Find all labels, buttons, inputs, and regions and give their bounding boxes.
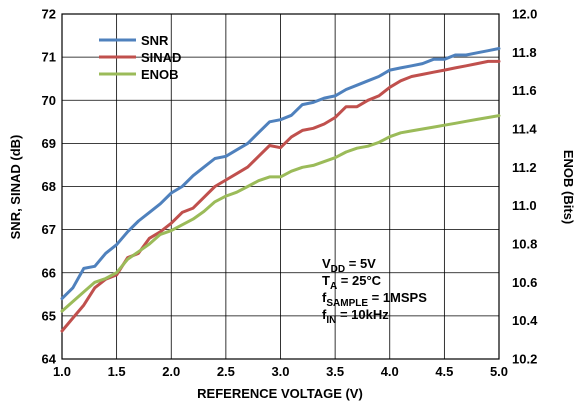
y-axis-left-ticks: 64 65 66 67 68 69 70 71 72 xyxy=(42,7,57,367)
legend-label-enob: ENOB xyxy=(141,67,179,82)
x-axis-ticks: 1.0 1.5 2.0 2.5 3.0 3.5 4.0 4.5 5.0 xyxy=(53,364,508,379)
y-right-tick-label: 11.2 xyxy=(512,160,537,175)
y-axis-right-ticks: 10.2 10.4 10.6 10.8 11.0 11.2 11.4 11.6 11.8 12.0 xyxy=(512,7,538,367)
plot-frame xyxy=(61,13,500,360)
legend-label-sinad: SINAD xyxy=(141,50,181,65)
y-right-tick-label: 10.4 xyxy=(512,313,538,328)
y-left-tick-label: 71 xyxy=(42,50,56,65)
y-right-tick-label: 12.0 xyxy=(512,7,537,22)
x-tick-label: 3.5 xyxy=(326,364,344,379)
y-axis-right-title: ENOB (Bits) xyxy=(561,150,576,224)
y-right-tick-label: 11.0 xyxy=(512,198,537,213)
y-left-tick-label: 64 xyxy=(42,352,57,367)
y-right-tick-label: 10.6 xyxy=(512,275,537,290)
y-left-tick-label: 69 xyxy=(42,136,56,151)
y-left-tick-label: 70 xyxy=(42,93,56,108)
grid xyxy=(62,14,499,359)
condition-line: TA = 25°C xyxy=(322,273,382,292)
x-tick-label: 2.5 xyxy=(217,364,235,379)
series-line-enob xyxy=(60,114,501,313)
series-line-snr xyxy=(60,47,501,301)
y-right-tick-label: 10.8 xyxy=(512,237,537,252)
x-tick-label: 2.0 xyxy=(162,364,180,379)
y-right-tick-label: 11.4 xyxy=(512,122,537,137)
x-tick-label: 5.0 xyxy=(490,364,508,379)
y-left-tick-label: 72 xyxy=(42,7,56,22)
y-axis-left-title: SNR, SINAD (dB) xyxy=(8,135,23,240)
y-left-tick-label: 68 xyxy=(42,179,56,194)
x-axis-title: REFERENCE VOLTAGE (V) xyxy=(197,386,363,401)
x-tick-label: 4.5 xyxy=(435,364,453,379)
condition-line: fSAMPLE = 1MSPS xyxy=(322,290,427,309)
y-left-tick-label: 66 xyxy=(42,265,56,280)
y-right-tick-label: 11.6 xyxy=(512,83,537,98)
condition-line: fIN = 10kHz xyxy=(322,307,389,326)
series-lines xyxy=(60,47,501,333)
condition-line: VDD = 5V xyxy=(322,256,376,275)
y-right-tick-label: 11.8 xyxy=(512,45,537,60)
legend-label-snr: SNR xyxy=(141,33,169,48)
y-right-tick-label: 10.2 xyxy=(512,352,537,367)
y-left-tick-label: 67 xyxy=(42,222,56,237)
y-left-tick-label: 65 xyxy=(42,308,56,323)
legend: SNR SINAD ENOB xyxy=(99,33,181,82)
x-tick-label: 1.5 xyxy=(108,364,126,379)
x-tick-label: 4.0 xyxy=(381,364,399,379)
x-tick-label: 3.0 xyxy=(271,364,289,379)
x-tick-label: 1.0 xyxy=(53,364,71,379)
